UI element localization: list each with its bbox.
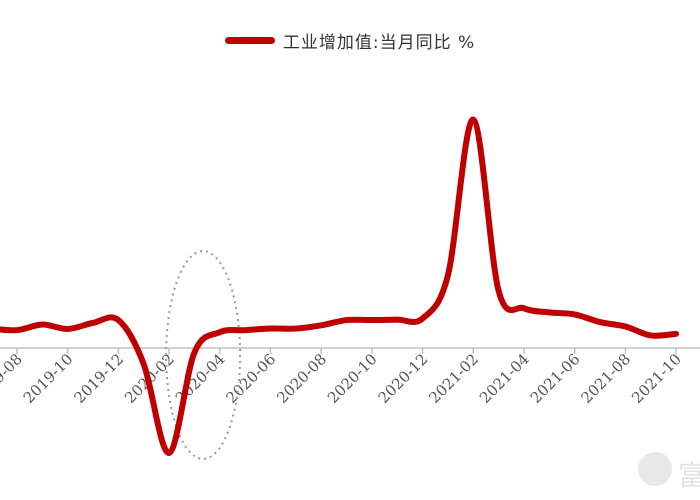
x-tick-label: 2019-08	[0, 350, 26, 407]
data-point	[574, 313, 576, 315]
data-point	[523, 307, 525, 309]
x-tick-label: 2020-08	[273, 350, 330, 407]
x-tick-label: 2020-04	[172, 350, 229, 407]
annotation-ellipse	[165, 250, 242, 460]
data-point	[219, 331, 221, 333]
data-point	[295, 328, 297, 330]
x-tick-label: 2019-10	[20, 350, 77, 407]
data-point	[117, 319, 119, 321]
data-point	[320, 324, 322, 326]
x-tick-label: 2021-08	[577, 350, 634, 407]
data-point	[16, 329, 18, 331]
watermark-text: 富	[678, 459, 700, 490]
data-point	[447, 274, 449, 276]
data-point	[346, 319, 348, 321]
legend: 工业增加值:当月同比 %	[0, 28, 700, 53]
data-point	[193, 351, 195, 353]
x-tick-label: 2021-06	[527, 350, 584, 407]
x-tick-label: 2019-12	[70, 350, 127, 407]
x-tick-label: 2021-02	[425, 350, 482, 407]
data-point	[143, 363, 145, 365]
data-point	[650, 334, 652, 336]
series-line	[0, 116, 680, 456]
x-tick-label: 2021-10	[628, 350, 685, 407]
data-point	[422, 317, 424, 319]
data-point	[168, 452, 170, 454]
data-point	[270, 328, 272, 330]
data-point	[371, 319, 373, 321]
data-point	[92, 322, 94, 324]
x-tick-label: 2020-12	[375, 350, 432, 407]
legend-label: 工业增加值:当月同比 %	[282, 33, 476, 53]
data-point	[675, 333, 677, 335]
x-tick-label: 2020-10	[324, 350, 381, 407]
watermark: 富	[638, 450, 700, 490]
watermark-logo-icon	[638, 452, 672, 486]
x-tick-labels: 2019-082019-102019-122020-022020-042020-…	[0, 350, 685, 407]
data-point	[396, 319, 398, 321]
data-point	[599, 321, 601, 323]
data-point	[472, 119, 474, 121]
data-point	[244, 329, 246, 331]
legend-swatch	[224, 37, 275, 44]
data-point	[548, 311, 550, 313]
data-point	[67, 328, 69, 330]
x-tick-label: 2021-04	[476, 350, 533, 407]
data-point	[41, 324, 43, 326]
data-point	[498, 290, 500, 292]
x-ticks	[16, 348, 677, 354]
x-tick-label: 2020-06	[223, 350, 280, 407]
data-point	[624, 326, 626, 328]
